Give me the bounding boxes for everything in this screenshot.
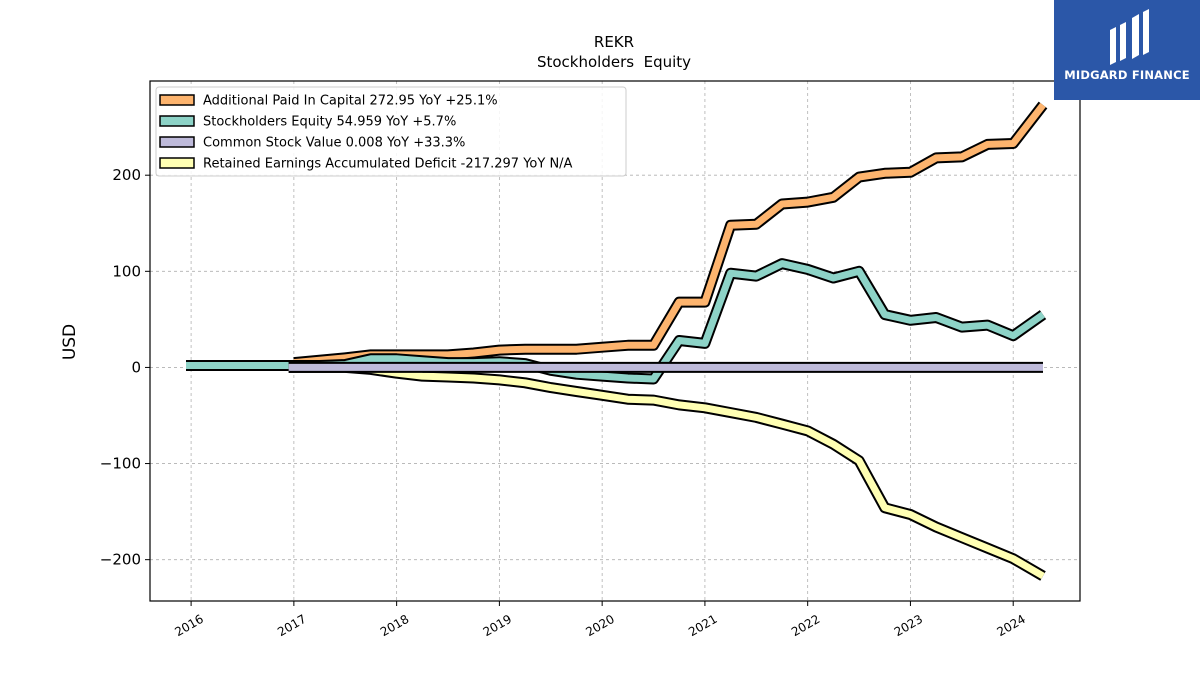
legend-swatch (159, 136, 195, 148)
x-tick-label: 2016 (172, 612, 205, 639)
y-axis-ticks: −200 −100 0 100 200 (100, 166, 150, 569)
chart-title: REKR (594, 33, 634, 51)
x-tick-label: 2024 (994, 612, 1027, 639)
legend-label: Common Stock Value 0.008 YoY +33.3% (203, 136, 465, 151)
series-line (293, 101, 1048, 369)
legend-label: Retained Earnings Accumulated Deficit -2… (203, 157, 573, 172)
series-line (186, 258, 1047, 385)
legend-swatch (159, 94, 195, 106)
legend-label: Additional Paid In Capital 272.95 YoY +2… (203, 94, 498, 109)
legend: Additional Paid In Capital 272.95 YoY +2… (155, 86, 627, 177)
series-line (288, 361, 1046, 581)
y-tick-label: 0 (131, 358, 141, 376)
legend-box (155, 86, 627, 177)
x-tick-label: 2020 (583, 612, 616, 639)
chart-subtitle: Stockholders Equity (537, 53, 691, 71)
y-tick-label: −200 (100, 551, 141, 569)
x-tick-label: 2019 (481, 612, 514, 639)
brand-name: MIDGARD FINANCE (1064, 68, 1190, 82)
x-tick-label: 2023 (892, 612, 925, 639)
x-tick-label: 2022 (789, 612, 822, 639)
brand-mark-icon (1110, 9, 1149, 65)
x-tick-label: 2017 (275, 612, 308, 639)
y-axis-label: USD (60, 324, 80, 360)
y-tick-label: −100 (100, 455, 141, 473)
plot-frame (149, 80, 1081, 602)
legend-label: Stockholders Equity 54.959 YoY +5.7% (203, 115, 456, 130)
legend-swatch (159, 115, 195, 127)
legend-swatch (159, 157, 195, 169)
y-tick-label: 100 (112, 262, 141, 280)
x-tick-label: 2018 (378, 612, 411, 639)
series-lines (186, 101, 1048, 581)
x-tick-label: 2021 (686, 612, 719, 639)
x-axis-ticks: 2016 2017 2018 2019 2020 2021 2022 2023 2024 (172, 601, 1028, 639)
y-tick-label: 200 (112, 166, 141, 184)
brand-logo: MIDGARD FINANCE (1054, 0, 1200, 100)
